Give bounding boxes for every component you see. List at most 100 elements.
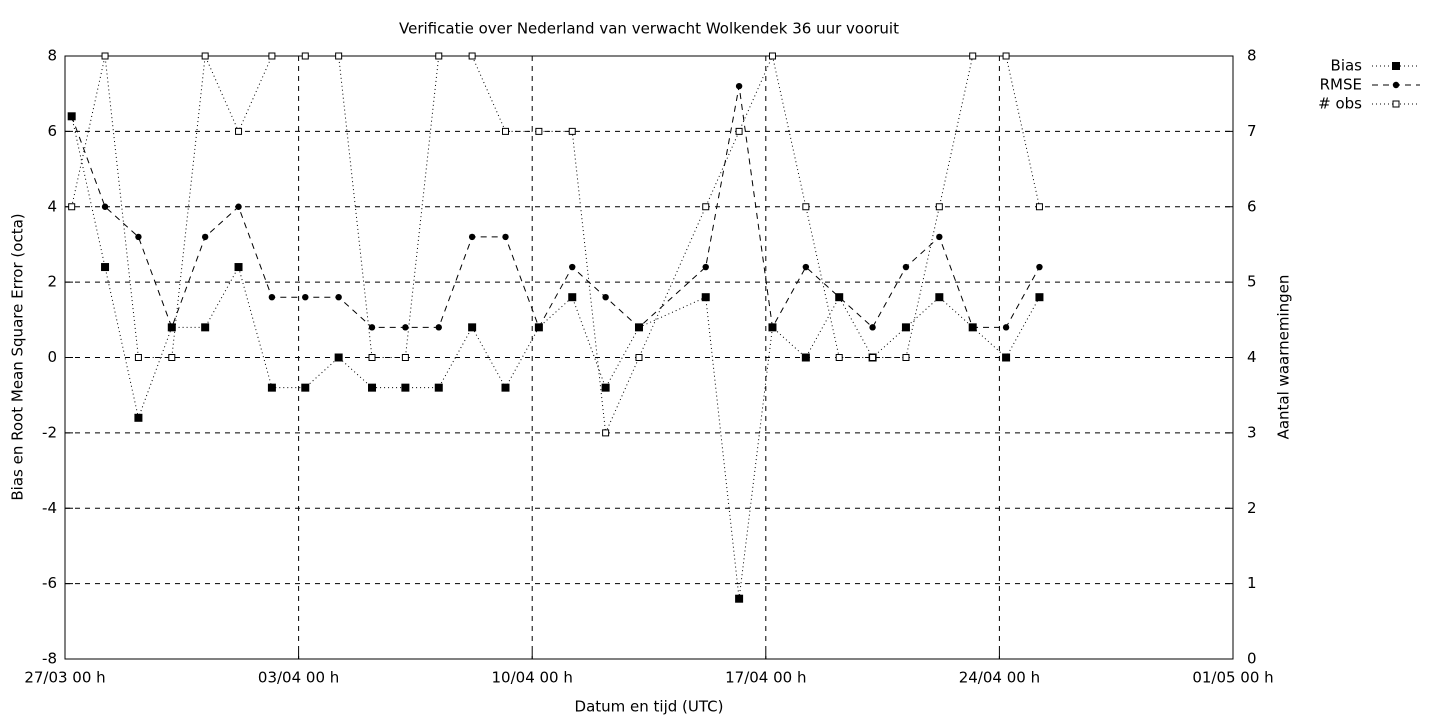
data-point [468,233,476,241]
data-point [368,383,377,392]
data-point [735,82,743,90]
data-point [468,323,477,332]
data-point [901,323,910,332]
data-point [368,354,376,361]
data-point [769,324,776,331]
x-tick-label: 27/03 00 h [24,669,105,687]
data-point [1002,52,1010,60]
data-point [602,429,610,437]
y2-axis-label: Aantal waarnemingen [1275,275,1293,440]
data-point [168,324,175,331]
data-point [335,294,342,301]
data-point [302,294,309,301]
x-tick-label: 03/04 00 h [258,669,339,687]
data-point [635,354,643,361]
data-point [68,113,75,120]
data-point [902,354,910,361]
data-point [434,383,443,392]
data-point [902,263,910,271]
data-point [935,203,943,211]
data-point [936,233,943,241]
data-point [735,127,743,135]
y2-tick-label: 1 [1247,574,1257,592]
y2-tick-label: 6 [1247,197,1257,215]
data-point [701,293,710,302]
data-point [801,353,810,362]
x-tick-label: 17/04 00 h [725,669,806,687]
data-point [502,233,509,241]
data-point [1035,293,1044,302]
legend-marker [1392,62,1400,70]
series-line [71,116,1040,599]
data-point [267,383,276,392]
data-point [402,324,409,331]
data-point [401,383,410,392]
legend-label: Bias [1331,57,1363,75]
data-point [101,203,109,210]
legend-label: # obs [1318,95,1362,113]
y2-tick-label: 0 [1247,650,1257,668]
data-point [602,294,609,301]
y-tick-label: -8 [42,650,57,668]
data-point [101,52,109,60]
data-point [101,263,110,272]
data-point [168,354,176,361]
data-point [134,354,142,361]
data-point [68,203,76,211]
y2-tick-label: 3 [1247,423,1257,441]
data-point [568,127,576,135]
data-point [869,324,876,331]
legend-label: RMSE [1320,76,1362,94]
data-point [335,52,343,60]
data-point [702,263,709,271]
data-point [301,383,310,392]
data-point [835,354,843,361]
data-point [836,294,843,301]
y-tick-label: 8 [47,47,57,65]
y2-tick-label: 5 [1247,273,1257,291]
data-point [201,52,209,60]
y-tick-label: 0 [47,348,57,366]
y2-tick-label: 7 [1247,122,1257,140]
data-point [134,413,143,422]
data-point [334,353,343,362]
data-point [368,324,376,331]
y-tick-label: 4 [47,197,57,215]
y-tick-label: -6 [42,574,57,592]
data-point [569,263,576,271]
y2-tick-label: 2 [1247,499,1257,517]
data-point [201,233,209,241]
data-point [702,203,710,211]
data-point [568,293,577,302]
y-axis-label: Bias en Root Mean Square Error (octa) [9,213,27,500]
chart-title: Verificatie over Nederland van verwacht … [399,20,899,38]
data-point [502,127,510,135]
data-point [435,52,443,60]
y2-tick-label: 4 [1247,348,1257,366]
data-point [501,383,510,392]
y-tick-label: -2 [42,423,57,441]
data-point [601,383,610,392]
legend-marker [1392,100,1400,108]
legend-marker [1392,81,1400,89]
y2-tick-label: 8 [1247,47,1257,65]
data-point [969,52,977,60]
data-point [268,294,276,301]
x-tick-label: 10/04 00 h [492,669,573,687]
y-tick-label: 2 [47,273,57,291]
data-point [235,203,242,210]
data-point [435,324,442,331]
data-point [735,594,744,603]
data-point [234,263,243,272]
data-point [135,233,142,241]
data-point [268,52,276,60]
data-point [1035,203,1043,211]
data-point [1002,353,1011,362]
data-point [535,324,543,331]
data-point [802,203,810,211]
data-point [301,52,309,60]
data-point [468,52,476,60]
data-point [802,263,810,271]
y-tick-label: 6 [47,122,57,140]
